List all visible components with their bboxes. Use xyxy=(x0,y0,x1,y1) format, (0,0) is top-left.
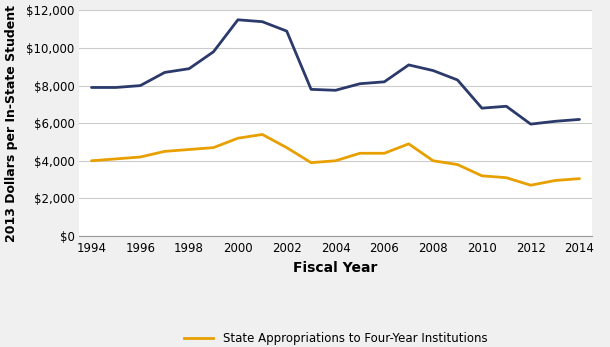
Legend: State Appropriations to Four-Year Institutions, State Appropriations to Two-Year: State Appropriations to Four-Year Instit… xyxy=(179,328,492,347)
X-axis label: Fiscal Year: Fiscal Year xyxy=(293,261,378,276)
Y-axis label: 2013 Dollars per In-State Student: 2013 Dollars per In-State Student xyxy=(5,5,18,242)
